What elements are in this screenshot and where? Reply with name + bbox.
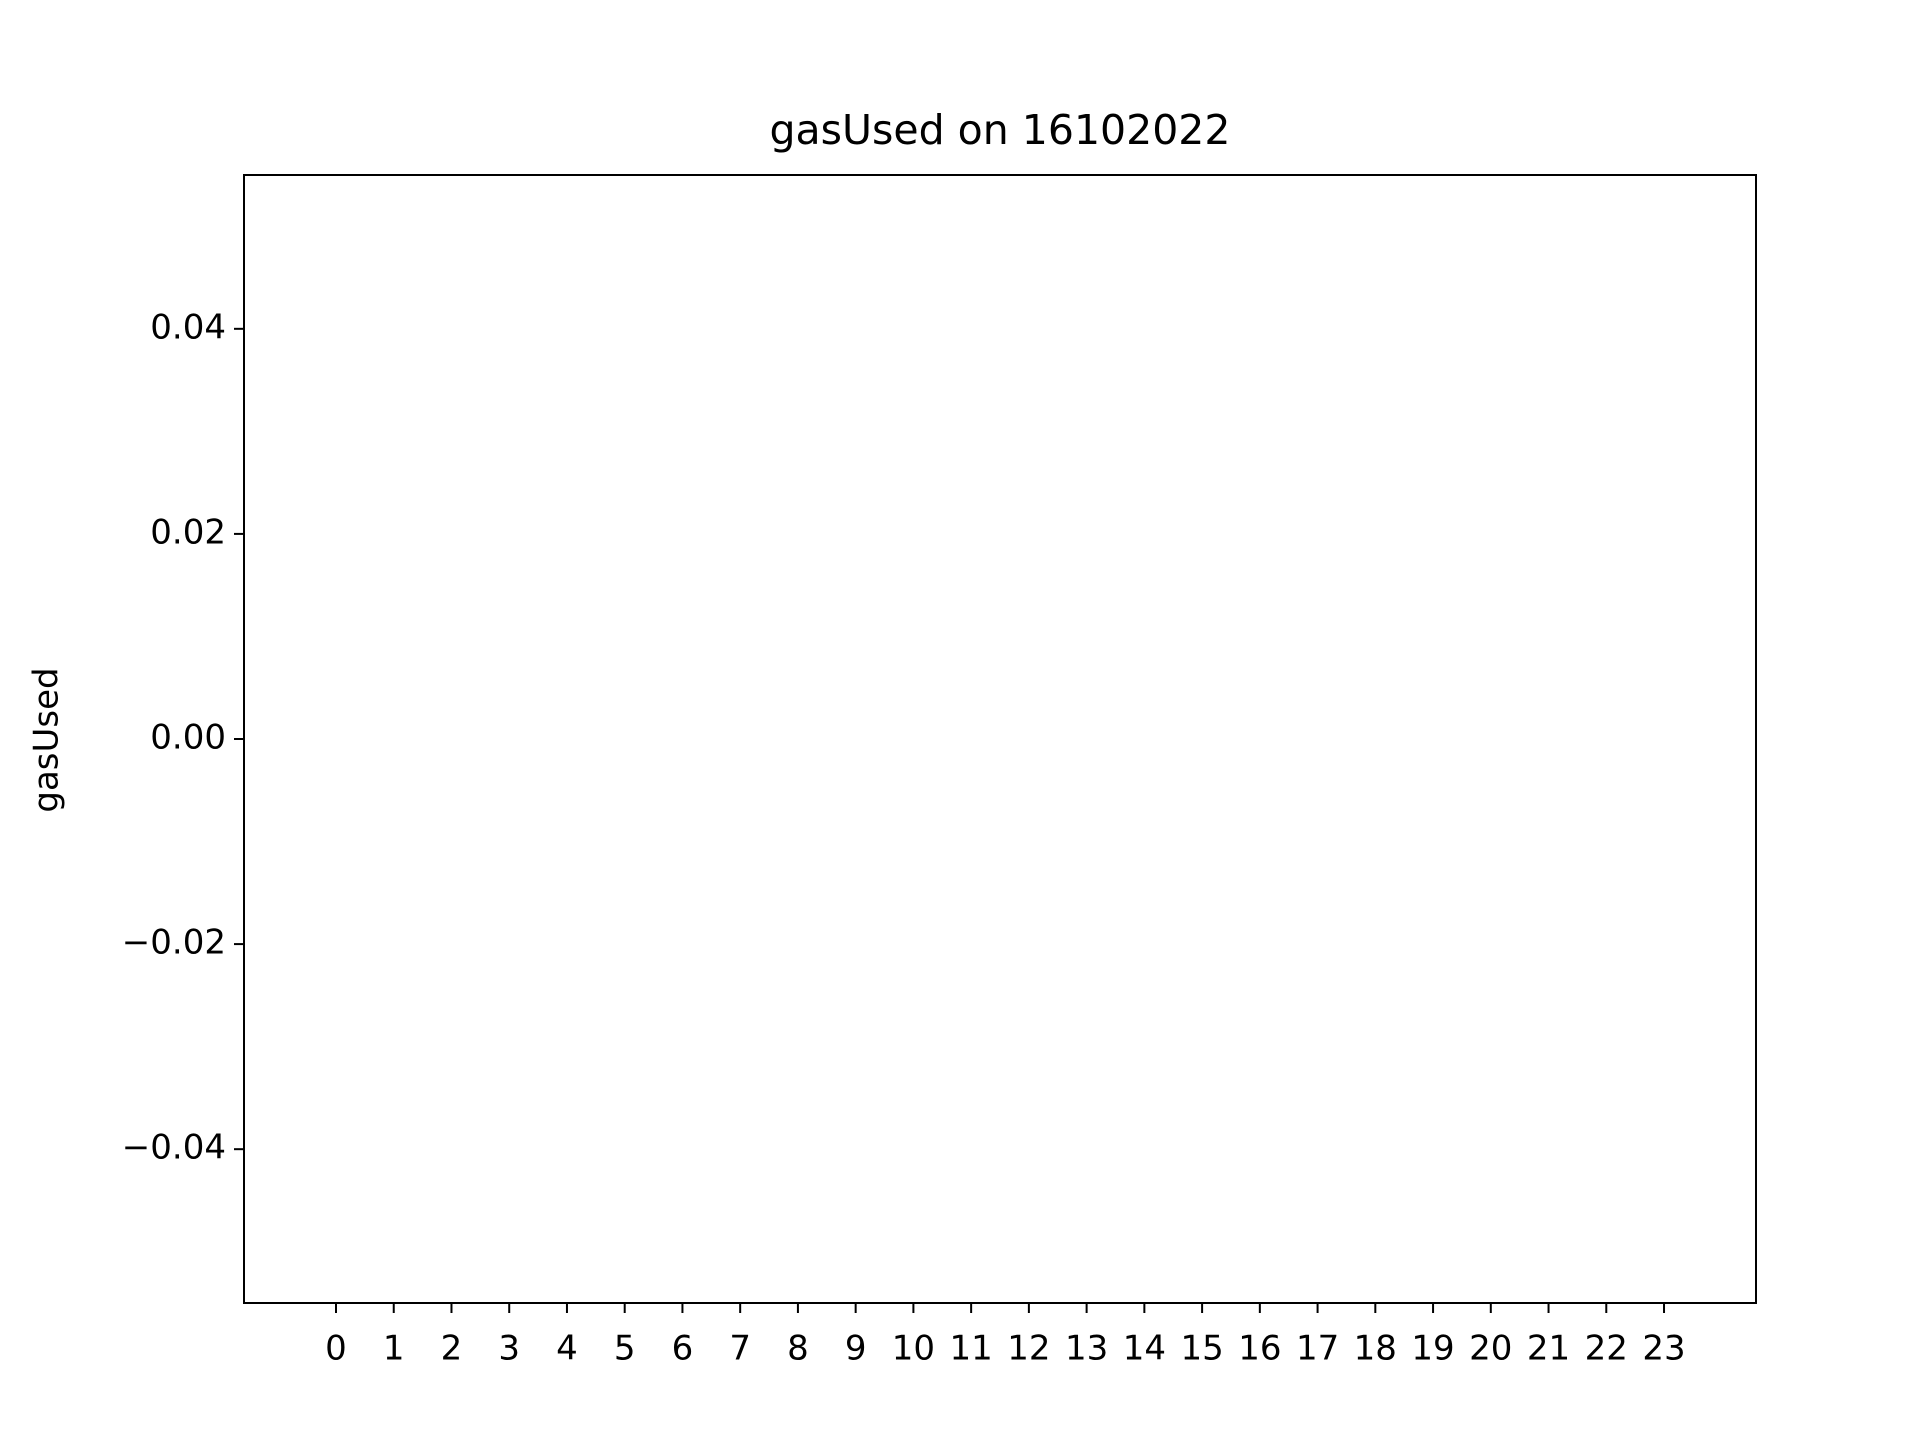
x-tick-label: 13 [1065, 1329, 1108, 1369]
x-tick-label: 0 [325, 1329, 347, 1369]
x-tick-label: 14 [1123, 1329, 1166, 1369]
x-tick-label: 2 [441, 1329, 463, 1369]
x-tick-label: 11 [950, 1329, 993, 1369]
y-tick-label: 0.00 [150, 718, 226, 758]
x-tick-label: 5 [614, 1329, 636, 1369]
y-tick-label: −0.04 [122, 1128, 226, 1168]
y-tick-label: −0.02 [122, 923, 226, 963]
x-tick-label: 19 [1411, 1329, 1454, 1369]
x-tick-label: 3 [498, 1329, 520, 1369]
x-tick-label: 18 [1354, 1329, 1397, 1369]
x-tick-label: 16 [1238, 1329, 1281, 1369]
x-tick-label: 22 [1585, 1329, 1628, 1369]
chart-title: gasUsed on 16102022 [770, 106, 1231, 154]
x-tick-label: 21 [1527, 1329, 1570, 1369]
x-tick-label: 10 [892, 1329, 935, 1369]
plot-frame [243, 174, 1757, 1304]
x-tick-label: 17 [1296, 1329, 1339, 1369]
x-tick-label: 8 [787, 1329, 809, 1369]
y-tick-label: 0.02 [150, 512, 226, 552]
x-tick-label: 1 [383, 1329, 405, 1369]
x-tick-label: 23 [1642, 1329, 1685, 1369]
y-tick-label: 0.04 [150, 307, 226, 347]
x-tick-label: 12 [1007, 1329, 1050, 1369]
x-tick-label: 6 [672, 1329, 694, 1369]
x-tick-label: 20 [1469, 1329, 1512, 1369]
x-tick-label: 15 [1180, 1329, 1223, 1369]
x-tick-label: 7 [729, 1329, 751, 1369]
x-tick-label: 9 [845, 1329, 867, 1369]
x-tick-label: 4 [556, 1329, 578, 1369]
y-axis-label: gasUsed [27, 667, 67, 812]
